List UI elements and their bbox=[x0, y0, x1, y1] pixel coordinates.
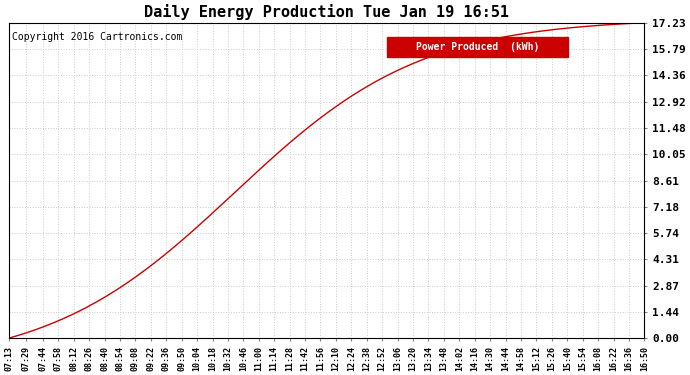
Text: Copyright 2016 Cartronics.com: Copyright 2016 Cartronics.com bbox=[12, 32, 182, 42]
Text: Power Produced  (kWh): Power Produced (kWh) bbox=[416, 42, 540, 52]
Title: Daily Energy Production Tue Jan 19 16:51: Daily Energy Production Tue Jan 19 16:51 bbox=[144, 4, 509, 20]
FancyBboxPatch shape bbox=[387, 37, 568, 57]
